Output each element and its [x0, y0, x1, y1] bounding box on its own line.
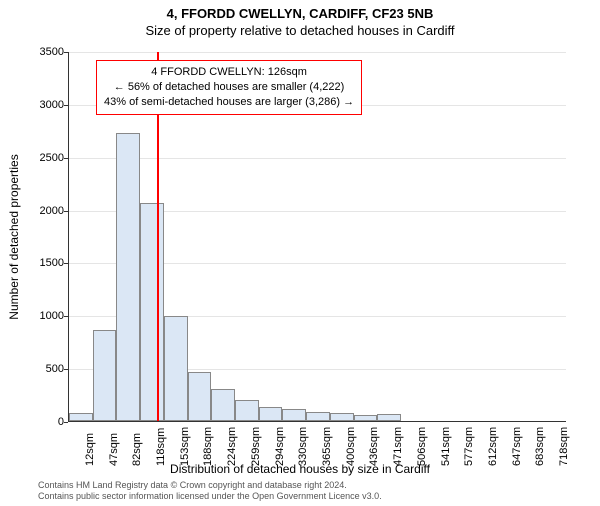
y-tick-mark	[64, 158, 68, 159]
histogram-bar	[188, 372, 212, 421]
gridline	[69, 158, 566, 159]
y-tick-mark	[64, 369, 68, 370]
x-tick-label: 577sqm	[463, 427, 475, 466]
x-tick-label: 683sqm	[534, 427, 546, 466]
y-tick-mark	[64, 211, 68, 212]
y-tick-mark	[64, 316, 68, 317]
x-tick-label: 47sqm	[108, 433, 120, 466]
title-address: 4, FFORDD CWELLYN, CARDIFF, CF23 5NB	[0, 6, 600, 21]
histogram-bar	[354, 415, 378, 421]
y-tick-label: 2500	[30, 152, 64, 164]
x-tick-label: 82sqm	[131, 433, 143, 466]
histogram-bar	[69, 413, 93, 421]
histogram-bar	[93, 330, 117, 421]
x-tick-label: 12sqm	[84, 433, 96, 466]
footer-line-2: Contains public sector information licen…	[38, 491, 382, 502]
y-axis-label: Number of detached properties	[7, 154, 21, 319]
x-tick-label: 118sqm	[155, 428, 167, 466]
histogram-bar	[164, 316, 188, 421]
info-line-1: 4 FFORDD CWELLYN: 126sqm	[104, 65, 354, 80]
y-tick-mark	[64, 422, 68, 423]
y-tick-mark	[64, 263, 68, 264]
histogram-bar	[235, 400, 259, 421]
x-tick-label: 436sqm	[368, 427, 380, 466]
histogram-bar	[116, 133, 140, 421]
histogram-bar	[282, 409, 306, 421]
footer-attribution: Contains HM Land Registry data © Crown c…	[38, 480, 382, 502]
x-tick-label: 541sqm	[440, 427, 452, 466]
x-tick-label: 153sqm	[179, 427, 191, 466]
x-tick-label: 365sqm	[321, 427, 333, 466]
y-tick-label: 0	[30, 416, 64, 428]
y-tick-label: 3000	[30, 99, 64, 111]
histogram-bar	[140, 203, 164, 421]
y-tick-label: 3500	[30, 46, 64, 58]
histogram-bar	[306, 412, 330, 422]
x-tick-label: 259sqm	[250, 427, 262, 466]
x-tick-label: 188sqm	[202, 427, 214, 466]
info-line-2: ← 56% of detached houses are smaller (4,…	[104, 80, 354, 95]
histogram-bar	[330, 413, 354, 421]
x-tick-label: 294sqm	[274, 427, 286, 466]
x-tick-label: 471sqm	[392, 427, 404, 466]
x-tick-label: 224sqm	[226, 427, 238, 466]
x-tick-label: 647sqm	[511, 427, 523, 466]
title-subtitle: Size of property relative to detached ho…	[0, 23, 600, 38]
y-tick-mark	[64, 52, 68, 53]
chart-titles: 4, FFORDD CWELLYN, CARDIFF, CF23 5NB Siz…	[0, 6, 600, 38]
y-tick-label: 2000	[30, 205, 64, 217]
gridline	[69, 52, 566, 53]
info-box: 4 FFORDD CWELLYN: 126sqm ← 56% of detach…	[96, 60, 362, 115]
footer-line-1: Contains HM Land Registry data © Crown c…	[38, 480, 382, 491]
x-tick-label: 612sqm	[487, 427, 499, 466]
y-tick-label: 500	[30, 363, 64, 375]
histogram-bar	[377, 414, 401, 421]
histogram-bar	[211, 389, 235, 421]
y-tick-label: 1000	[30, 310, 64, 322]
y-tick-label: 1500	[30, 257, 64, 269]
y-tick-mark	[64, 105, 68, 106]
x-tick-label: 506sqm	[416, 427, 428, 466]
x-tick-label: 718sqm	[558, 427, 570, 466]
histogram-bar	[259, 407, 283, 421]
x-tick-label: 400sqm	[345, 427, 357, 466]
x-tick-label: 330sqm	[297, 427, 309, 466]
info-line-3: 43% of semi-detached houses are larger (…	[104, 95, 354, 110]
